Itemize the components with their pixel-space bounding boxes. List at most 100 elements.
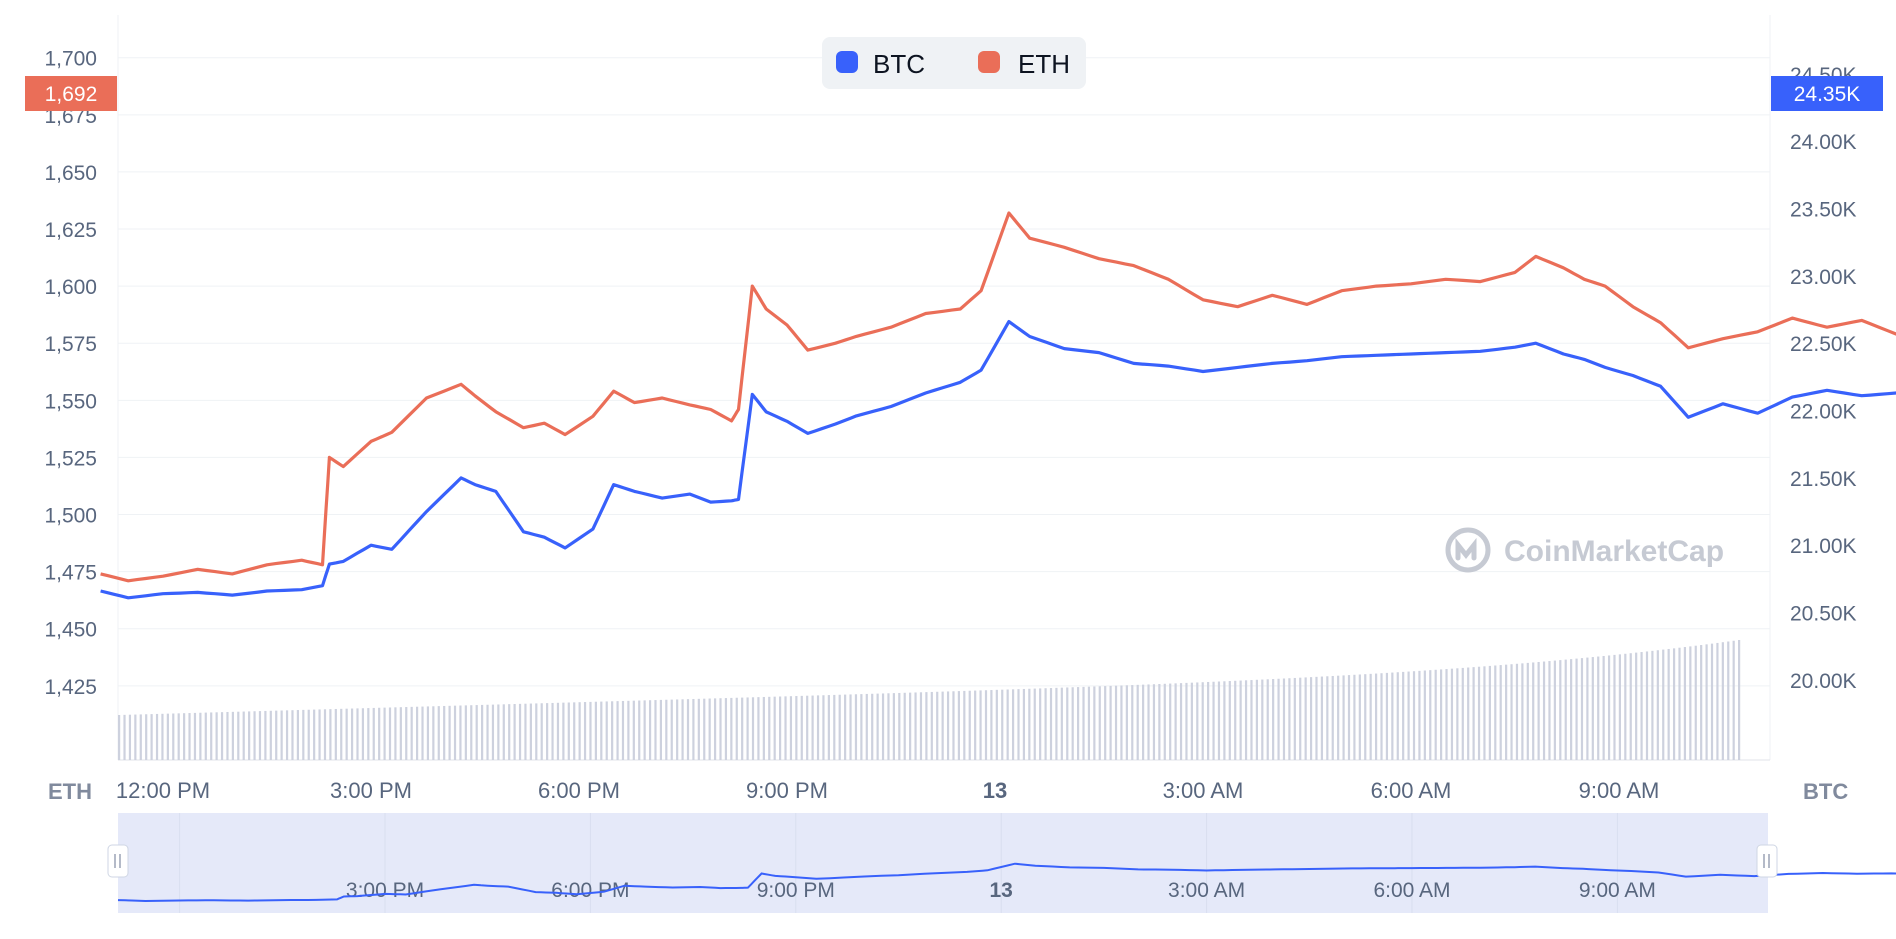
volume-bar [1738,640,1741,760]
volume-bar [1396,672,1399,760]
volume-bar [1320,676,1324,760]
volume-bar [854,694,858,760]
volume-bar [1212,681,1215,760]
volume-bar [1326,676,1329,760]
volume-bar [963,690,966,760]
navigator-left-handle[interactable] [107,844,129,878]
volume-bar [448,705,451,760]
volume-bar [1071,687,1074,760]
volume-bar [865,693,868,760]
volume-bar [1407,671,1410,760]
volume-bar [914,692,917,760]
volume-bar [1548,661,1551,760]
volume-bar [188,713,191,760]
volume-bar [881,693,885,760]
volume-bar [1499,665,1502,760]
volume-bar [518,703,522,760]
volume-bar [898,692,901,760]
volume-bar [1017,689,1020,760]
volume-bar [313,709,316,760]
volume-bar [860,694,863,760]
volume-bar [984,690,988,760]
volume-bar [638,700,641,760]
volume-bar [280,710,283,760]
volume-bar [578,702,581,760]
volume-bar [231,711,234,760]
volume-bar [952,691,955,760]
volume-bar [248,711,251,760]
volume-bar [1196,682,1199,760]
volume-bar [800,695,803,760]
volume-bar [372,707,375,760]
volume-bar [1082,686,1085,760]
legend-item-eth[interactable]: ETH [978,49,1070,79]
btc-line [100,320,1896,600]
navigator-selection[interactable] [118,813,1768,913]
volume-bar [529,703,532,760]
volume-bar [1440,669,1443,760]
volume-bar [1575,658,1578,760]
volume-bar [789,696,793,760]
volume-bar [1104,686,1107,760]
volume-bar [795,696,798,760]
btc-tick-label: 24.00K [1790,131,1857,154]
legend-item-btc[interactable]: BTC [836,49,925,79]
volume-bar [1618,654,1622,760]
volume-bar [1299,677,1302,760]
volume-bar [1542,661,1546,760]
watermark: CoinMarketCap [1445,527,1724,573]
volume-bar [713,698,717,760]
volume-bar [226,711,229,760]
range-navigator[interactable]: 3:00 PM 6:00 PM 9:00 PM 13 3:00 AM 6:00 AM 9:0… [107,813,1896,913]
volume-bar [1147,684,1150,760]
volume-bar [648,700,652,760]
x-tick-label: 12:00 PM [116,778,210,803]
volume-bar [378,707,381,760]
eth-tick-label: 1,625 [44,219,97,242]
volume-bar [470,705,473,760]
volume-bar [1385,672,1389,760]
btc-tick-label: 20.50K [1790,603,1857,626]
eth-axis-label: ETH [48,779,92,804]
volume-bar [318,709,321,760]
volume-bar [621,700,625,760]
volume-bar [399,707,402,760]
eth-last-price-badge [25,76,117,111]
volume-bar [941,691,944,760]
volume-bar [1044,688,1047,760]
volume-bar [1158,684,1161,760]
volume-bar [1282,678,1286,760]
volume-bar [1597,656,1600,760]
eth-line [100,211,1896,583]
volume-bar [1125,685,1128,760]
volume-bar [210,712,213,760]
volume-bar [730,697,733,760]
navigator-right-handle[interactable] [1756,844,1778,878]
volume-bar [166,713,169,760]
x-tick-label: 9:00 AM [1579,778,1660,803]
volume-bar [481,704,484,760]
volume-bar [258,711,262,760]
volume-bar [616,701,619,760]
volume-bar [1505,664,1508,760]
volume-bar [264,710,267,760]
volume-bar [1315,676,1318,760]
volume-bar [1613,654,1616,760]
volume-bar [1060,687,1063,760]
volume-bar [437,706,440,760]
x-tick-label: 3:00 PM [330,778,412,803]
volume-bar [1667,648,1670,760]
volume-bar [161,713,164,760]
volume-bar [1369,673,1372,760]
x-tick-label: 6:00 PM [538,778,620,803]
volume-bar [1559,660,1562,760]
volume-bar [676,699,679,760]
volume-bar [827,695,830,760]
volume-bar [1418,670,1421,760]
volume-bar [1309,677,1313,760]
volume-bar [464,705,467,760]
volume-bar [556,702,560,760]
volume-bar [583,702,587,760]
btc-swatch-icon [836,51,858,73]
